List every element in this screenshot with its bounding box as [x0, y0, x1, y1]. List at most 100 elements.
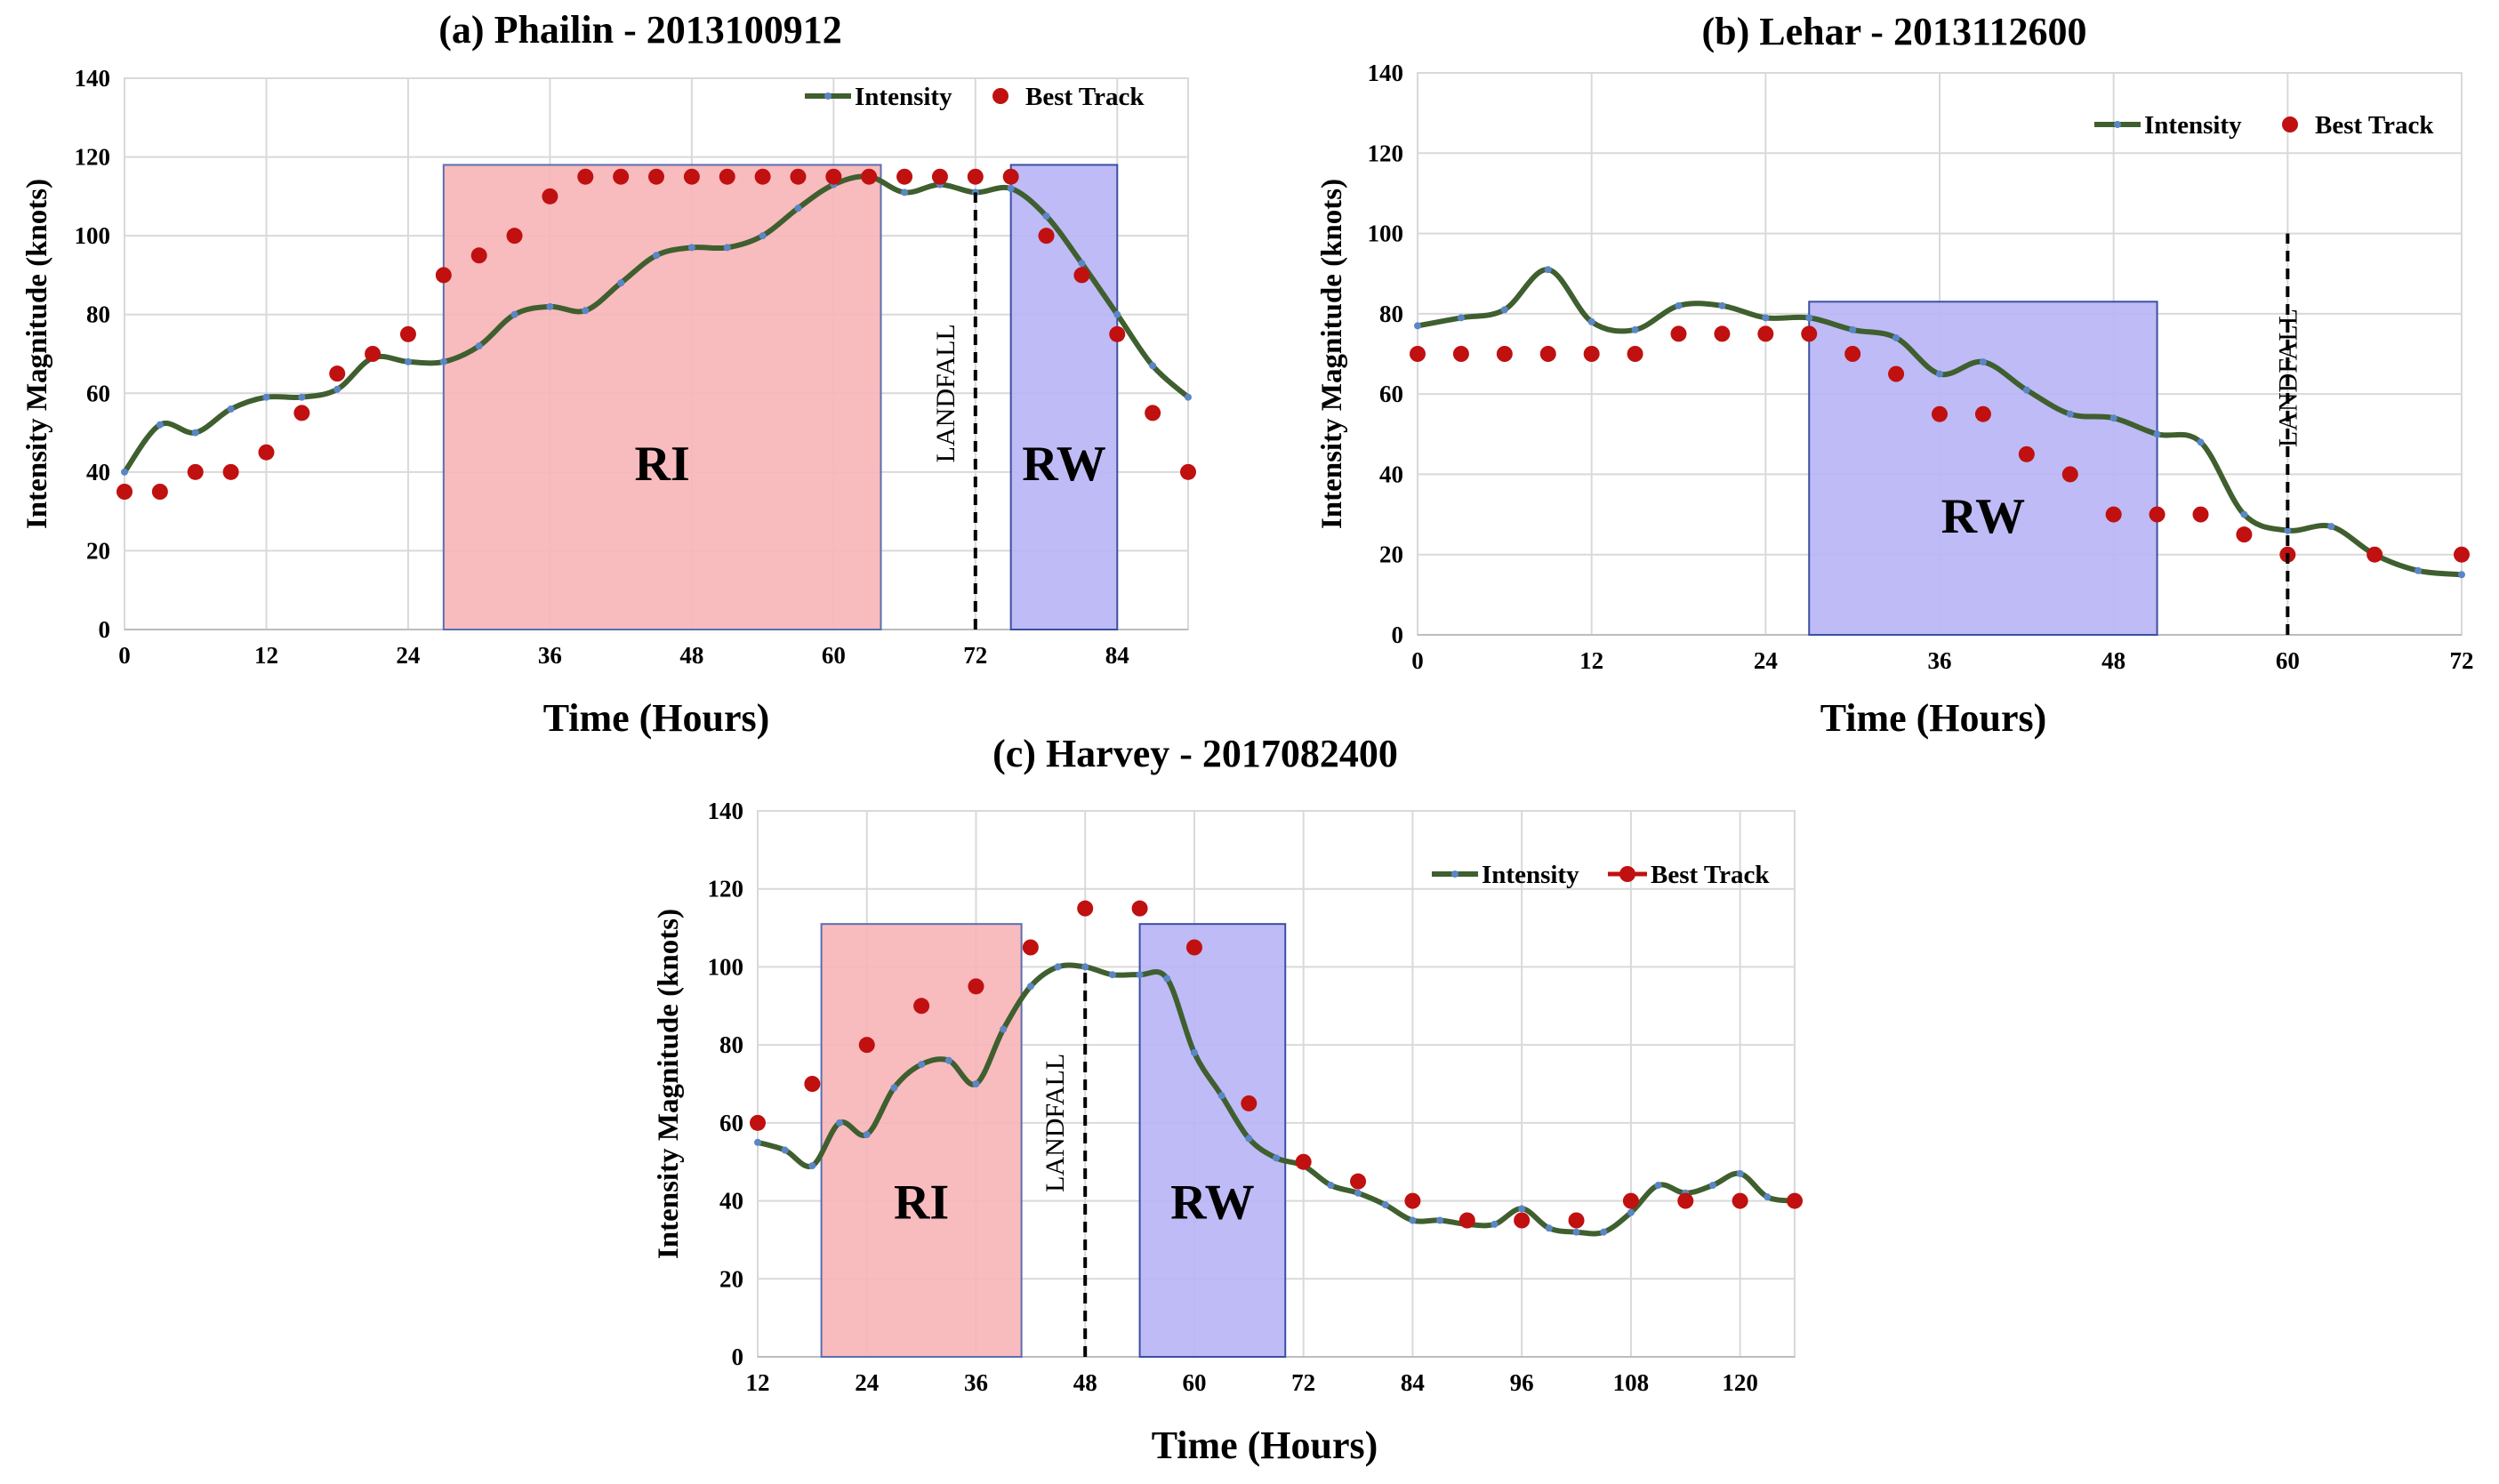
panel-a-intensity-point: [298, 393, 306, 401]
panel-a-intensity-point: [404, 357, 412, 365]
panel-b-best-track-point: [1670, 325, 1687, 342]
panel-b-y-axis-label: Intensity Magnitude (knots): [1316, 179, 1348, 529]
panel-b-landfall-label: LANDFALL: [2273, 309, 2302, 447]
panel-c-x-tick-label: 60: [1182, 1369, 1206, 1396]
panel-c-intensity-point: [1764, 1193, 1772, 1201]
panel-a-best-track-point: [790, 168, 807, 185]
panel-a-intensity-point: [1113, 310, 1121, 318]
panel-c-landfall-marker: LANDFALL: [1041, 967, 1088, 1357]
panel-a-best-track-point: [896, 168, 913, 185]
panel-a-best-track-point: [754, 168, 771, 185]
panel-a-intensity-point: [121, 468, 128, 476]
panel-b-intensity-point: [1500, 306, 1508, 314]
panel-a-y-tick-label: 40: [86, 459, 110, 485]
panel-a-intensity-point: [617, 279, 625, 287]
panel-a-y-tick-label: 120: [75, 144, 111, 171]
panel-a-best-track-point: [151, 484, 168, 500]
panel-a-best-track-point: [365, 346, 382, 362]
panel-c-best-track-point: [1295, 1153, 1312, 1170]
panel-b-best-track-point: [2149, 506, 2166, 523]
panel-b-best-track-point: [1932, 405, 1948, 422]
panel-b-rw-region: [1808, 301, 2158, 636]
panel-b-intensity-point: [2109, 414, 2117, 422]
panel-a-intensity-point: [475, 342, 483, 350]
panel-c-ri-region: [820, 923, 1023, 1358]
panel-c-intensity-point: [972, 1080, 980, 1087]
panel-c-best-track-point: [1241, 1095, 1258, 1111]
panel-b-x-tick-label: 24: [1754, 647, 1778, 674]
panel-c-intensity-point: [1108, 971, 1116, 979]
panel-b-intensity-point: [2022, 386, 2030, 394]
panel-a-legend-intensity-label: Intensity: [855, 83, 952, 111]
panel-b-best-track-point: [1452, 346, 1469, 362]
panel-b-best-track-point: [2192, 506, 2209, 523]
panel-c-best-track-point: [1787, 1192, 1803, 1209]
panel-c-intensity-point: [1354, 1189, 1362, 1197]
panel-c-intensity-point: [781, 1146, 789, 1154]
panel-c-best-track-point: [1568, 1212, 1585, 1229]
panel-a-intensity-point: [1042, 213, 1050, 220]
panel-a-best-track-point: [825, 168, 842, 185]
panel-b-intensity-point: [1587, 317, 1595, 325]
panel-b-y-tick-label: 120: [1368, 140, 1404, 166]
panel-a-intensity-point: [759, 232, 767, 240]
panel-c-best-track-point: [858, 1037, 875, 1054]
panel-c-best-track-point: [1458, 1212, 1475, 1229]
panel-b-intensity-point: [2415, 566, 2423, 574]
panel-c-intensity-point: [1409, 1216, 1417, 1224]
panel-a-best-track-point: [613, 168, 630, 185]
panel-b-lehar: (b) Lehar - 2013112600 RW LANDFALL 0 12 24…: [1316, 10, 2474, 740]
panel-b-rw-region-label: RW: [1941, 489, 2025, 544]
panel-b-y-tick-label: 60: [1379, 381, 1403, 407]
panel-a-intensity-point: [510, 310, 518, 318]
panel-a-intensity-point: [1185, 393, 1192, 401]
panel-c-intensity-point: [1026, 983, 1034, 991]
panel-c-legend-best-track-swatch: [1619, 866, 1635, 882]
panel-c-y-tick-label: 80: [719, 1031, 743, 1058]
panel-b-y-tick-label: 100: [1368, 221, 1404, 247]
panel-c-legend-best-track-label: Best Track: [1651, 861, 1770, 889]
panel-c-intensity-point: [1491, 1220, 1499, 1228]
panel-a-best-track-point: [1038, 228, 1055, 245]
panel-b-intensity-point: [1457, 314, 1465, 322]
panel-b-intensity-point: [1805, 314, 1813, 322]
panel-b-legend-intensity-marker: [2114, 121, 2121, 128]
panel-a-best-track-series: [117, 168, 1196, 500]
panel-c-intensity-point: [918, 1061, 926, 1069]
panel-c-y-ticks: 0 20 40 60 80 100 120 140: [708, 798, 744, 1370]
panel-c-intensity-point: [1545, 1224, 1553, 1232]
panel-c-x-tick-label: 108: [1613, 1369, 1650, 1396]
panel-c-best-track-point: [804, 1076, 821, 1092]
panel-b-best-track-series: [1410, 325, 2470, 563]
panel-a-x-tick-label: 84: [1105, 642, 1129, 669]
panel-a-best-track-point: [187, 463, 204, 480]
panel-a-x-tick-label: 48: [679, 642, 703, 669]
panel-c-best-track-point: [968, 978, 984, 995]
panel-a-best-track-point: [470, 247, 487, 264]
panel-c-best-track-point: [913, 998, 930, 1015]
panel-b-x-tick-label: 72: [2450, 647, 2474, 674]
panel-a-x-tick-label: 24: [396, 642, 420, 669]
panel-a-best-track-point: [577, 168, 594, 185]
panel-b-x-tick-label: 0: [1411, 647, 1424, 674]
panel-a-x-tick-label: 36: [538, 642, 562, 669]
panel-a-y-tick-label: 0: [99, 616, 111, 643]
panel-c-title: (c) Harvey - 2017082400: [992, 732, 1398, 775]
panel-c-y-tick-label: 20: [719, 1265, 743, 1292]
panel-a-ri-region-label: RI: [635, 437, 690, 492]
panel-b-intensity-point: [2066, 410, 2074, 418]
panel-c-intensity-point: [1600, 1228, 1608, 1236]
panel-a-y-tick-label: 60: [86, 380, 110, 406]
panel-a-intensity-point: [439, 357, 447, 365]
panel-a-y-tick-label: 140: [75, 65, 111, 92]
panel-c-ri-region-label: RI: [894, 1175, 949, 1231]
panel-c-y-tick-label: 140: [708, 798, 744, 824]
panel-c-y-tick-label: 60: [719, 1110, 743, 1136]
panel-a-intensity-point: [653, 252, 660, 260]
panel-b-best-track-point: [1583, 346, 1600, 362]
panel-b-intensity-point: [1849, 325, 1857, 333]
panel-c-x-tick-label: 24: [855, 1369, 879, 1396]
panel-a-best-track-point: [1180, 463, 1196, 480]
panel-c-x-axis-label: Time (Hours): [1152, 1424, 1378, 1467]
